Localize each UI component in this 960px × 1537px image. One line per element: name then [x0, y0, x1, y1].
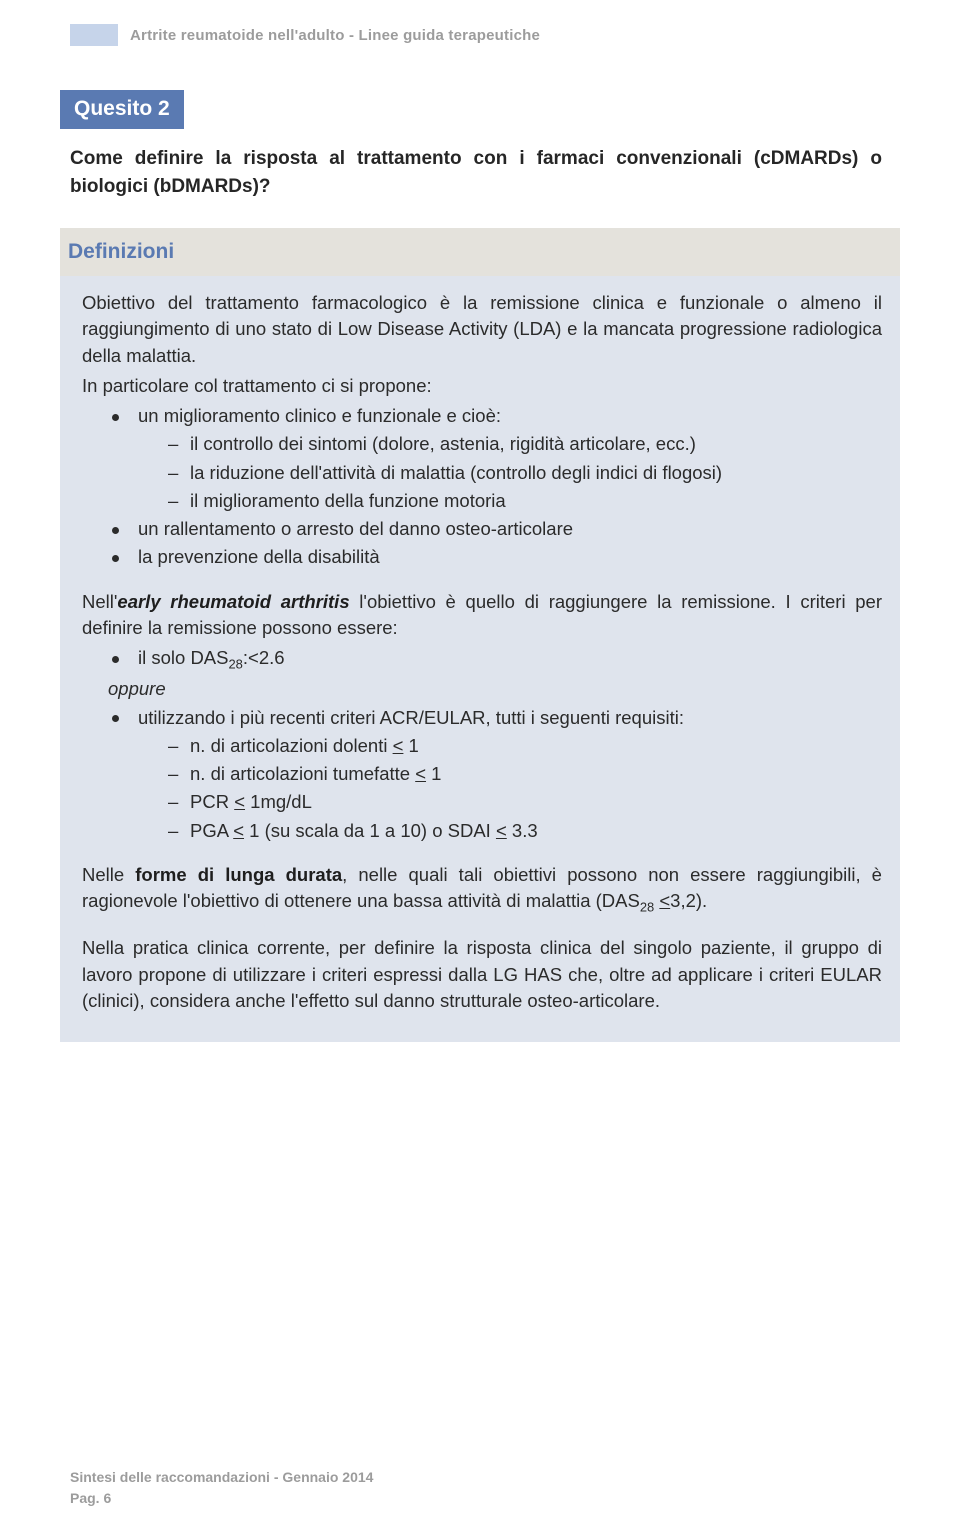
- criteria-das-a: il solo DAS: [138, 647, 228, 668]
- propose-sub-1: il controllo dei sintomi (dolore, asteni…: [168, 431, 882, 457]
- header-title: Artrite reumatoide nell'adulto - Linee g…: [130, 27, 540, 44]
- propose-item-3: la prevenzione della disabilità: [112, 544, 882, 570]
- ld-bold: forme di lunga durata: [135, 864, 342, 885]
- page-footer: Sintesi delle raccomandazioni - Gennaio …: [70, 1467, 373, 1509]
- propose-item-2: un rallentamento o arresto del danno ost…: [112, 516, 882, 542]
- quesito-tag: Quesito 2: [60, 90, 184, 129]
- propose-item-1: un miglioramento clinico e funzionale e …: [112, 403, 882, 514]
- page: Artrite reumatoide nell'adulto - Linee g…: [0, 0, 960, 1042]
- propose-sublist-1: il controllo dei sintomi (dolore, asteni…: [138, 431, 882, 514]
- quesito-block: Quesito 2 Come definire la risposta al t…: [70, 90, 890, 228]
- acr-req-4: PGA < 1 (su scala da 1 a 10) o SDAI < 3.…: [168, 818, 882, 844]
- definizioni-panel: Definizioni Obiettivo del trattamento fa…: [60, 228, 900, 1042]
- footer-line-1: Sintesi delle raccomandazioni - Gennaio …: [70, 1467, 373, 1488]
- objective-paragraph: Obiettivo del trattamento farmacologico …: [82, 290, 882, 369]
- acr-sublist: n. di articolazioni dolenti < 1 n. di ar…: [138, 733, 882, 844]
- propose-item-1-text: un miglioramento clinico e funzionale e …: [138, 405, 501, 426]
- definizioni-heading: Definizioni: [54, 228, 906, 272]
- running-header: Artrite reumatoide nell'adulto - Linee g…: [70, 24, 890, 46]
- definizioni-body: Obiettivo del trattamento farmacologico …: [60, 276, 900, 1042]
- early-ra-pre: Nell': [82, 591, 117, 612]
- sub-28-a: 28: [228, 657, 242, 672]
- acr-req-2: n. di articolazioni tumefatte < 1: [168, 761, 882, 787]
- sub-28-b: 28: [640, 900, 654, 915]
- footer-line-2: Pag. 6: [70, 1488, 373, 1509]
- ld-pre: Nelle: [82, 864, 135, 885]
- criteria-list-2: utilizzando i più recenti criteri ACR/EU…: [82, 705, 882, 844]
- propose-list: un miglioramento clinico e funzionale e …: [82, 403, 882, 571]
- oppure-label: oppure: [82, 676, 882, 702]
- acr-req-1: n. di articolazioni dolenti < 1: [168, 733, 882, 759]
- clinical-practice-paragraph: Nella pratica clinica corrente, per defi…: [82, 935, 882, 1014]
- criteria-das-b: :<2.6: [243, 647, 285, 668]
- ld-post: <3,2).: [654, 890, 707, 911]
- header-color-box: [70, 24, 118, 46]
- acr-req-3: PCR < 1mg/dL: [168, 789, 882, 815]
- criteria-acr-text: utilizzando i più recenti criteri ACR/EU…: [138, 707, 684, 728]
- criteria-das: il solo DAS28:<2.6: [112, 645, 882, 674]
- quesito-question: Come definire la risposta al trattamento…: [70, 145, 890, 228]
- propose-sub-2: la riduzione dell'attività di malattia (…: [168, 460, 882, 486]
- propose-intro: In particolare col trattamento ci si pro…: [82, 373, 882, 399]
- propose-sub-3: il miglioramento della funzione motoria: [168, 488, 882, 514]
- early-ra-term: early rheumatoid arthritis: [117, 591, 349, 612]
- criteria-acr: utilizzando i più recenti criteri ACR/EU…: [112, 705, 882, 844]
- long-duration-paragraph: Nelle forme di lunga durata, nelle quali…: [82, 862, 882, 917]
- early-ra-paragraph: Nell'early rheumatoid arthritis l'obiett…: [82, 589, 882, 642]
- criteria-list: il solo DAS28:<2.6: [82, 645, 882, 674]
